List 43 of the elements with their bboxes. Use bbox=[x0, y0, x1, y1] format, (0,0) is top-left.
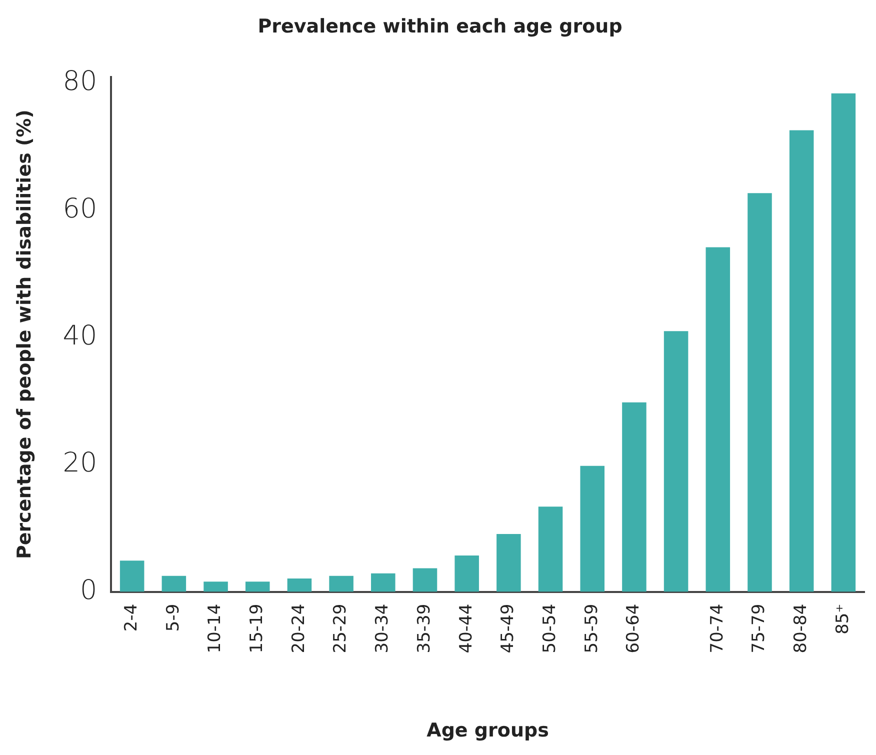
bar bbox=[538, 506, 563, 592]
x-tick-label: 70-74 bbox=[707, 604, 728, 654]
bar bbox=[831, 93, 856, 592]
bar bbox=[622, 402, 646, 592]
bar bbox=[412, 568, 438, 592]
x-tick-label: 25-29 bbox=[330, 604, 351, 654]
x-tick-label: 50-54 bbox=[540, 604, 560, 654]
x-tick-label: 85⁺ bbox=[832, 604, 853, 634]
bar bbox=[748, 193, 772, 592]
bar bbox=[329, 576, 354, 592]
x-tick-label: 45-49 bbox=[498, 604, 518, 654]
bar bbox=[245, 582, 270, 592]
bar bbox=[789, 130, 814, 592]
bar bbox=[454, 556, 479, 592]
x-tick-label: 5-9 bbox=[163, 604, 184, 632]
bar bbox=[580, 466, 604, 592]
bar bbox=[162, 576, 186, 592]
x-tick-label: 30-34 bbox=[372, 604, 393, 654]
bar bbox=[287, 578, 312, 592]
x-tick-label: 10-14 bbox=[205, 604, 226, 654]
x-tick-label: 35-39 bbox=[414, 604, 434, 654]
x-tick-label: 2-4 bbox=[122, 604, 142, 632]
bar bbox=[204, 582, 228, 592]
x-tick-label: 60-64 bbox=[624, 604, 644, 654]
x-tick-label: 20-24 bbox=[288, 604, 309, 654]
bar bbox=[496, 534, 521, 592]
y-tick-label: 40 bbox=[62, 320, 98, 352]
bar bbox=[706, 247, 730, 592]
y-tick-label: 0 bbox=[80, 574, 98, 606]
x-tick-label: 75-79 bbox=[749, 604, 770, 654]
y-tick-label: 80 bbox=[62, 66, 98, 98]
x-tick-label: 80-84 bbox=[791, 604, 812, 654]
bar bbox=[120, 560, 144, 592]
x-tick-label: 15-19 bbox=[247, 604, 268, 654]
x-tick-label: 40-44 bbox=[456, 604, 476, 654]
bar bbox=[371, 573, 396, 592]
y-tick-label: 20 bbox=[62, 448, 98, 479]
bar bbox=[664, 331, 688, 592]
x-axis-title: Age groups bbox=[426, 720, 549, 742]
y-tick-label: 60 bbox=[62, 193, 98, 224]
chart-title: Prevalence within each age group bbox=[258, 15, 622, 38]
x-tick-label: 55-59 bbox=[582, 604, 602, 654]
y-axis-title: Percentage of people with disabilities (%) bbox=[13, 110, 36, 560]
